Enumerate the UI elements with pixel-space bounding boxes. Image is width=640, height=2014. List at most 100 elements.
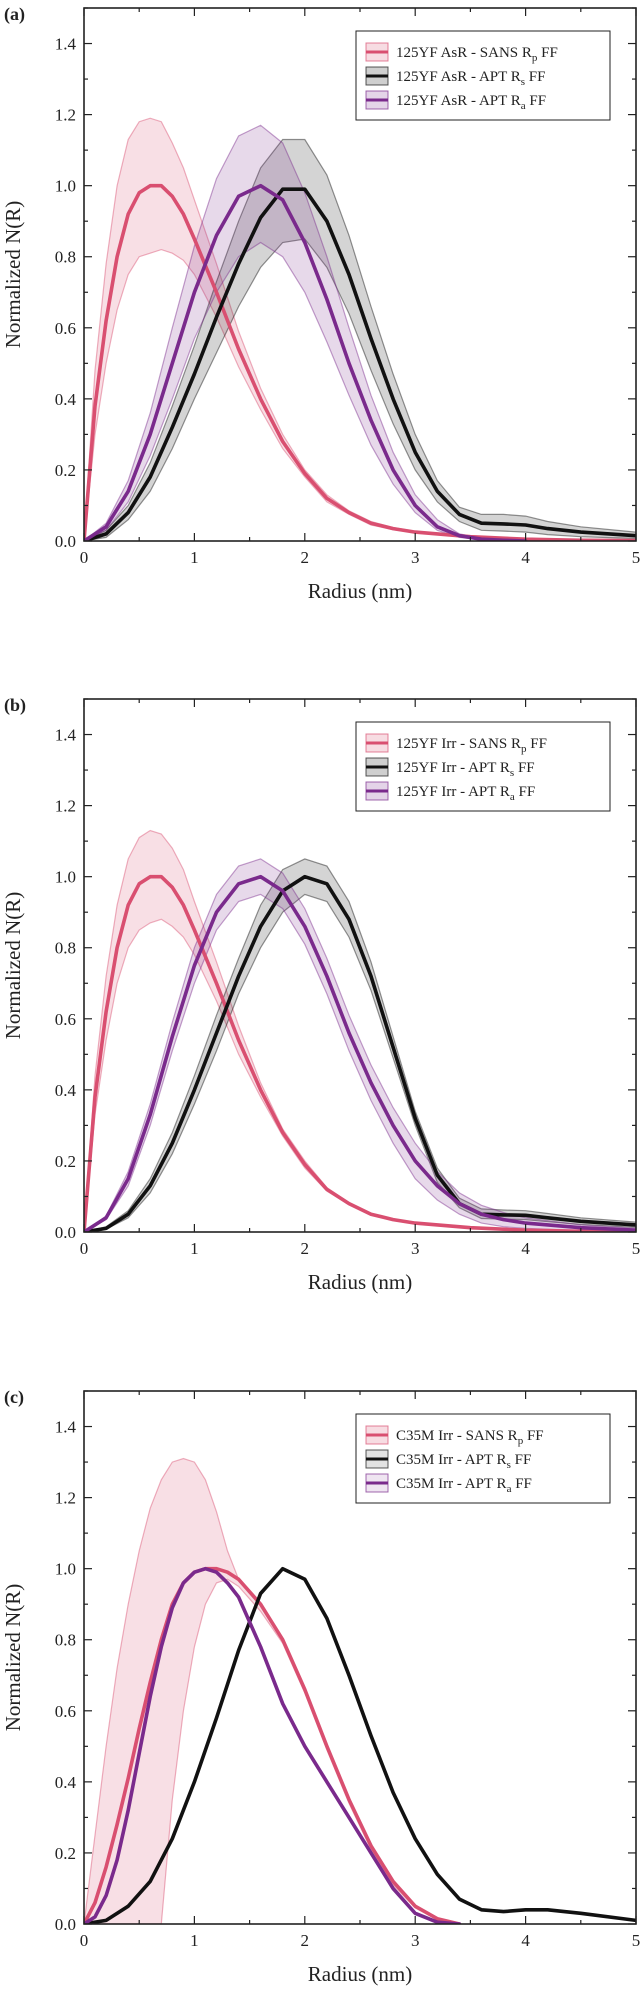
y-tick-label: 0.8 — [55, 939, 76, 958]
legend-label-subscript: a — [507, 1483, 512, 1495]
legend-label-suffix: FF — [515, 784, 535, 800]
series-line — [84, 1566, 462, 1924]
legend-label-main: 125YF Irr - APT R — [396, 784, 510, 800]
legend: C35M Irr - SANS Rp FF C35M Irr - APT Rs F… — [355, 1413, 611, 1504]
legend-item: 125YF Irr - APT Ra FF — [365, 781, 535, 803]
series-line — [84, 183, 636, 541]
series-line — [84, 1566, 636, 1924]
chart-panel: (a) 0 1 2 3 4 5 0.0 0.2 0.4 0.6 0.8 1.0 1.2 1.4 Radius … — [1, 4, 640, 603]
legend-item: C35M Irr - SANS Rp FF — [365, 1425, 544, 1447]
legend-label: 125YF Irr - APT Rs FF — [396, 760, 535, 779]
y-tick-label: 0.0 — [55, 1915, 76, 1934]
band-lower-edge — [84, 238, 636, 541]
panel-label: (a) — [4, 4, 25, 25]
plot-area — [84, 1457, 636, 1924]
x-tick-label: 2 — [301, 1239, 310, 1258]
legend-label-suffix: FF — [523, 1428, 543, 1444]
series-line — [84, 1566, 462, 1924]
plot-area — [84, 829, 636, 1232]
y-tick-label: 1.4 — [55, 35, 77, 54]
x-tick-label: 4 — [521, 548, 530, 567]
legend-label-suffix: FF — [525, 69, 545, 85]
y-tick-label: 0.4 — [55, 1081, 77, 1100]
chart-panel: (b) 0 1 2 3 4 5 0.0 0.2 0.4 0.6 0.8 1.0 1.2 1.4 Radius … — [1, 695, 640, 1294]
legend-item: 125YF AsR - SANS Rp FF — [365, 42, 558, 64]
confidence-band — [84, 139, 636, 541]
x-axis-label: Radius (nm) — [308, 579, 412, 603]
band-upper-edge — [84, 124, 526, 541]
legend-label-main: C35M Irr - APT R — [396, 1452, 507, 1468]
y-tick-label: 1.0 — [55, 868, 76, 887]
band-lower-edge — [84, 1578, 460, 1924]
chart-panel: (c) 0 1 2 3 4 5 0.0 0.2 0.4 0.6 0.8 1.0 1.2 1.4 Radius … — [1, 1387, 640, 1986]
y-tick-label: 1.2 — [55, 106, 76, 125]
legend-label-main: 125YF Irr - APT R — [396, 760, 510, 776]
legend-label: 125YF Irr - APT Ra FF — [396, 784, 535, 803]
legend-label-main: C35M Irr - SANS R — [396, 1428, 518, 1444]
series-line — [84, 874, 636, 1232]
y-tick-label: 0.2 — [55, 1844, 76, 1863]
x-tick-label: 0 — [80, 1931, 89, 1950]
legend-label-suffix: FF — [527, 736, 547, 752]
y-axis-label: Normalized N(R) — [1, 201, 25, 349]
legend-label-suffix: FF — [511, 1452, 531, 1468]
legend-label-subscript: p — [521, 743, 527, 755]
series-line — [84, 187, 636, 541]
x-tick-label: 5 — [632, 1239, 640, 1258]
y-tick-label: 0.2 — [55, 461, 76, 480]
x-tick-label: 0 — [80, 1239, 89, 1258]
legend-label: 125YF AsR - APT Rs FF — [396, 69, 545, 88]
legend-label: C35M Irr - SANS Rp FF — [396, 1428, 544, 1447]
legend-label: C35M Irr - APT Ra FF — [396, 1476, 532, 1495]
legend-label-suffix: FF — [514, 760, 534, 776]
panel-label: (c) — [4, 1387, 24, 1408]
y-tick-label: 0.6 — [55, 319, 76, 338]
y-tick-label: 0.4 — [55, 390, 77, 409]
legend-item: C35M Irr - APT Rs FF — [365, 1449, 531, 1471]
x-tick-label: 1 — [190, 1931, 199, 1950]
series-line — [84, 183, 528, 541]
y-tick-label: 1.2 — [55, 1489, 76, 1508]
x-tick-label: 5 — [632, 548, 640, 567]
legend-frame — [355, 30, 611, 121]
legend-label-main: 125YF AsR - SANS R — [396, 45, 532, 61]
legend-label-subscript: a — [510, 791, 515, 803]
legend-label-subscript: p — [532, 52, 538, 64]
confidence-band — [84, 125, 526, 541]
legend-label-suffix: FF — [511, 1476, 531, 1492]
legend-label-main: 125YF AsR - APT R — [396, 69, 521, 85]
legend-item: 125YF Irr - APT Rs FF — [365, 757, 535, 779]
legend-label-subscript: s — [507, 1459, 511, 1471]
y-tick-label: 0.0 — [55, 1223, 76, 1242]
y-tick-label: 0.8 — [55, 1631, 76, 1650]
band-upper-edge — [84, 858, 636, 1232]
legend-label-subscript: s — [510, 767, 514, 779]
legend-frame — [355, 721, 611, 812]
legend-item: 125YF AsR - APT Rs FF — [365, 66, 545, 88]
y-tick-label: 1.4 — [55, 1418, 77, 1437]
band-upper-edge — [84, 858, 636, 1232]
series-line — [84, 874, 636, 1232]
confidence-band — [84, 1458, 460, 1924]
x-tick-label: 3 — [411, 548, 420, 567]
legend-label: 125YF AsR - SANS Rp FF — [396, 45, 558, 64]
legend-label-main: C35M Irr - APT R — [396, 1476, 507, 1492]
confidence-band — [84, 830, 636, 1232]
y-tick-label: 1.0 — [55, 1560, 76, 1579]
legend-item: 125YF Irr - SANS Rp FF — [365, 733, 547, 755]
legend-label-main: 125YF AsR - APT R — [396, 93, 521, 109]
band-upper-edge — [84, 138, 636, 541]
legend-label: C35M Irr - APT Rs FF — [396, 1452, 531, 1471]
y-tick-label: 0.8 — [55, 248, 76, 267]
y-tick-label: 0.2 — [55, 1152, 76, 1171]
x-axis-label: Radius (nm) — [308, 1270, 412, 1294]
legend-label-main: 125YF Irr - SANS R — [396, 736, 521, 752]
confidence-band — [84, 858, 636, 1232]
series-line — [84, 874, 636, 1232]
legend-label: 125YF AsR - APT Ra FF — [396, 93, 546, 112]
y-tick-label: 0.4 — [55, 1773, 77, 1792]
y-tick-label: 0.0 — [55, 532, 76, 551]
